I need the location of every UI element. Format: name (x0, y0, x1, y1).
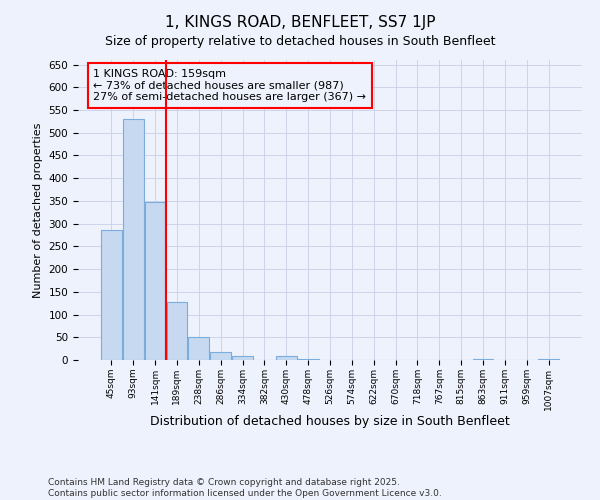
Text: 1 KINGS ROAD: 159sqm
← 73% of detached houses are smaller (987)
27% of semi-deta: 1 KINGS ROAD: 159sqm ← 73% of detached h… (93, 69, 366, 102)
Bar (145, 202, 166, 360)
Bar (298, 359, 319, 360)
Bar (538, 359, 559, 360)
Bar (188, 337, 209, 360)
Bar (123, 119, 143, 360)
Bar (101, 230, 122, 360)
Bar (473, 359, 493, 360)
Bar (167, 302, 187, 360)
Bar (276, 356, 296, 360)
Text: Size of property relative to detached houses in South Benfleet: Size of property relative to detached ho… (105, 35, 495, 48)
X-axis label: Distribution of detached houses by size in South Benfleet: Distribution of detached houses by size … (150, 416, 510, 428)
Bar (210, 352, 231, 360)
Text: 1, KINGS ROAD, BENFLEET, SS7 1JP: 1, KINGS ROAD, BENFLEET, SS7 1JP (165, 15, 435, 30)
Text: Contains HM Land Registry data © Crown copyright and database right 2025.
Contai: Contains HM Land Registry data © Crown c… (48, 478, 442, 498)
Bar (232, 356, 253, 360)
Y-axis label: Number of detached properties: Number of detached properties (33, 122, 43, 298)
